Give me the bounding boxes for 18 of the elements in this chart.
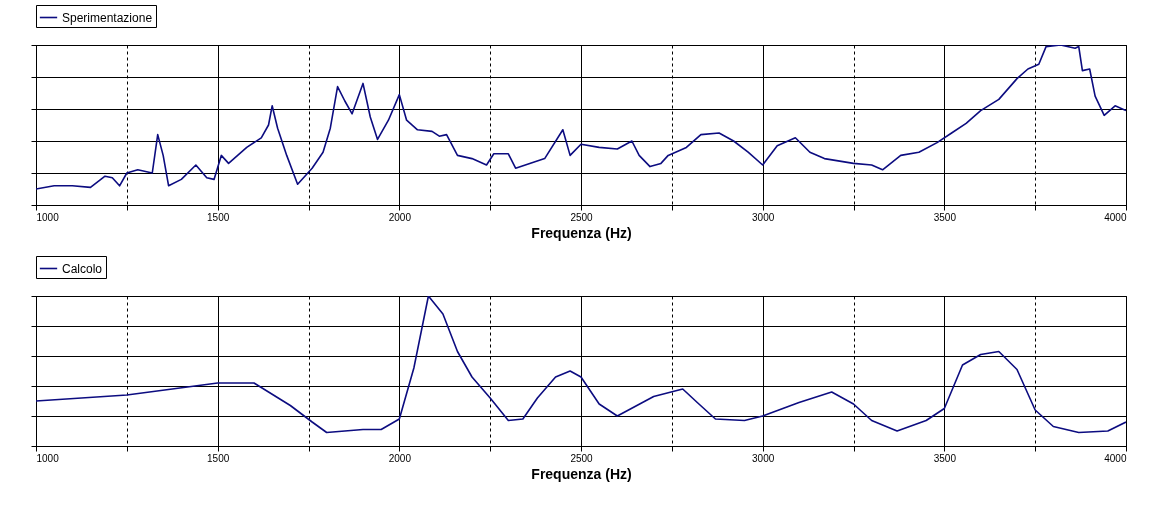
x-tick-label: 2000 bbox=[388, 452, 412, 464]
x-tick-label: 1000 bbox=[36, 452, 60, 464]
x-tick-label: 3000 bbox=[752, 452, 775, 464]
legend-label: Calcolo bbox=[62, 261, 103, 276]
x-tick-label: 3500 bbox=[933, 211, 957, 223]
x-tick-label: 2500 bbox=[570, 452, 594, 464]
x-tick-label: 4000 bbox=[1104, 211, 1127, 223]
x-tick-label: 4000 bbox=[1104, 452, 1127, 464]
x-tick-label: 2000 bbox=[388, 211, 412, 223]
x-tick-label: 1500 bbox=[207, 452, 230, 464]
legend-label: Sperimentazione bbox=[62, 10, 153, 25]
x-tick-label: 1500 bbox=[207, 211, 230, 223]
x-tick-label: 1000 bbox=[36, 211, 60, 223]
x-tick-label: 3500 bbox=[933, 452, 957, 464]
x-tick-label: 3000 bbox=[752, 211, 775, 223]
x-axis-title: Frequenza (Hz) bbox=[531, 224, 632, 241]
x-axis-title: Frequenza (Hz) bbox=[531, 465, 632, 482]
x-tick-label: 2500 bbox=[570, 211, 594, 223]
